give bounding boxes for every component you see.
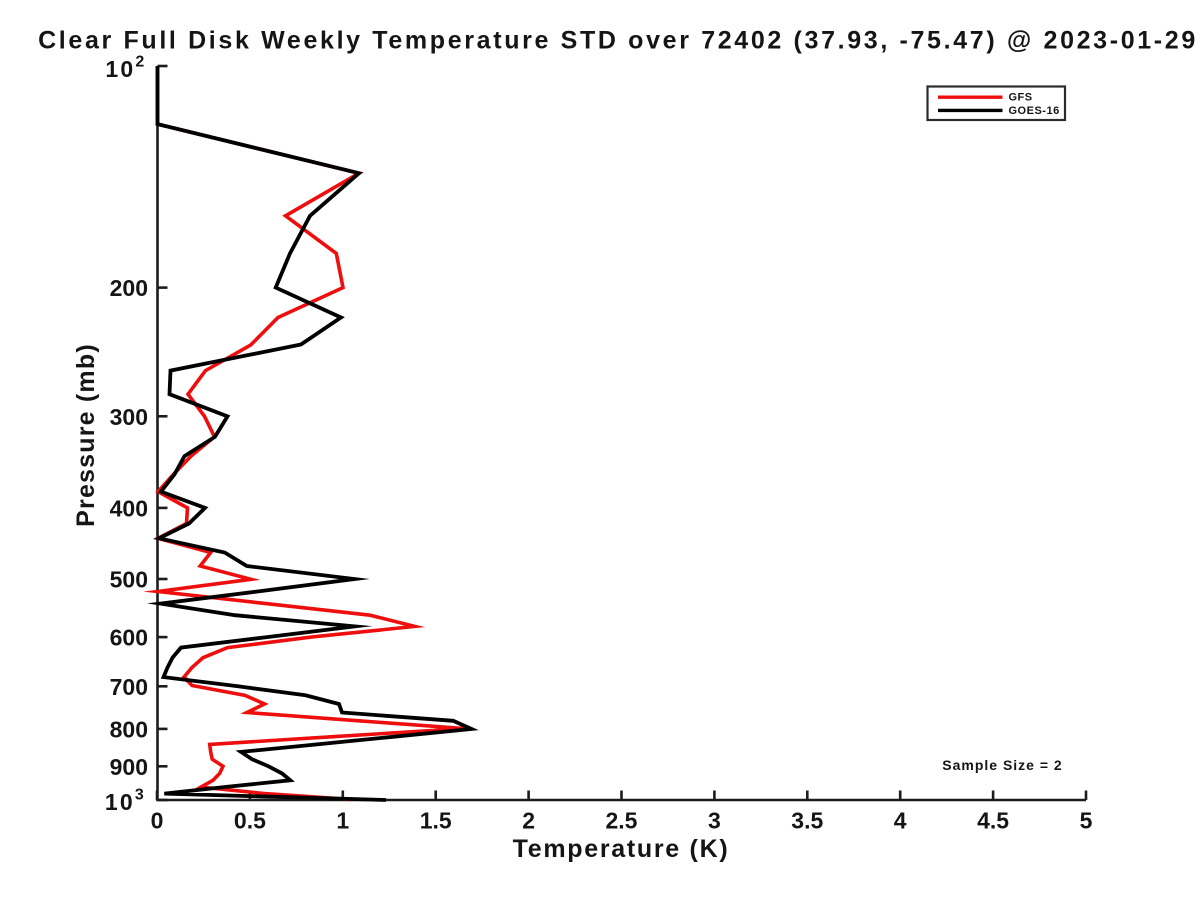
svg-text:3.5: 3.5 bbox=[791, 807, 823, 833]
svg-text:103: 103 bbox=[105, 787, 146, 816]
svg-text:400: 400 bbox=[110, 495, 148, 521]
svg-text:3: 3 bbox=[708, 807, 721, 833]
svg-text:1: 1 bbox=[336, 807, 349, 833]
svg-text:900: 900 bbox=[110, 754, 148, 780]
svg-text:0: 0 bbox=[151, 807, 164, 833]
svg-text:200: 200 bbox=[110, 275, 148, 301]
svg-text:GOES-16: GOES-16 bbox=[1009, 105, 1060, 117]
svg-text:4.5: 4.5 bbox=[977, 807, 1009, 833]
svg-text:4: 4 bbox=[894, 807, 907, 833]
svg-text:600: 600 bbox=[110, 625, 148, 651]
svg-text:Pressure (mb): Pressure (mb) bbox=[72, 343, 100, 527]
svg-text:2.5: 2.5 bbox=[606, 807, 638, 833]
svg-text:700: 700 bbox=[110, 674, 148, 700]
svg-text:0.5: 0.5 bbox=[234, 807, 266, 833]
svg-text:GFS: GFS bbox=[1009, 92, 1033, 104]
svg-text:300: 300 bbox=[110, 404, 148, 430]
svg-text:2: 2 bbox=[522, 807, 535, 833]
svg-text:1.5: 1.5 bbox=[420, 807, 452, 833]
svg-text:800: 800 bbox=[110, 716, 148, 742]
svg-text:Sample Size = 2: Sample Size = 2 bbox=[942, 757, 1062, 773]
svg-text:5: 5 bbox=[1080, 807, 1093, 833]
svg-text:Clear Full Disk Weekly Tempera: Clear Full Disk Weekly Temperature STD o… bbox=[38, 27, 1198, 55]
svg-text:Temperature (K): Temperature (K) bbox=[513, 835, 730, 863]
svg-text:102: 102 bbox=[105, 53, 146, 82]
svg-text:500: 500 bbox=[110, 567, 148, 593]
